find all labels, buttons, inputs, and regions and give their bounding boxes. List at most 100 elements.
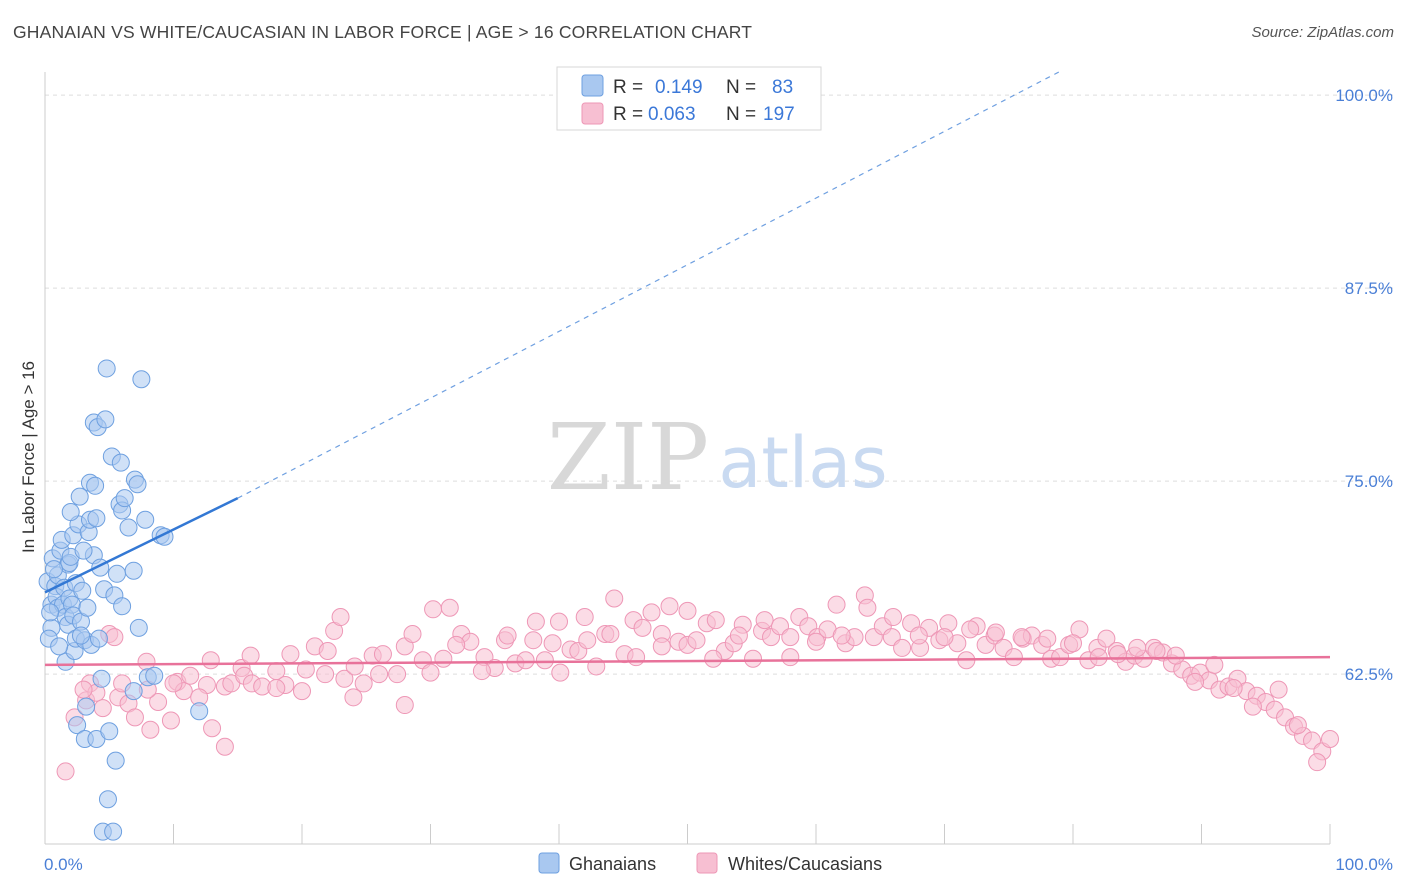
legend-r-value-ghanaians: 0.149 <box>655 77 703 98</box>
series-legend-swatch-ghanaians <box>538 852 560 874</box>
source-credit: Source: ZipAtlas.com <box>1251 24 1394 41</box>
whites-caucasians-point <box>1321 730 1339 749</box>
chart-title: GHANAIAN VS WHITE/CAUCASIAN IN LABOR FOR… <box>13 22 753 42</box>
legend-n-label-ghanaians: N = <box>726 77 756 98</box>
whites-caucasians-trend-line <box>44 655 1331 667</box>
whites-caucasians-point <box>344 688 363 707</box>
whites-caucasians-point <box>440 598 459 617</box>
ghanaians-point <box>70 487 89 506</box>
series-legend-label-whites: Whites/Caucasians <box>728 854 882 874</box>
watermark-zip: ZIP <box>547 404 709 511</box>
whites-caucasians-point <box>1243 697 1262 716</box>
whites-caucasians-point <box>678 601 697 620</box>
whites-caucasians-point <box>74 680 93 699</box>
y-tick-label: 87.5% <box>1345 279 1393 298</box>
whites-caucasians-point <box>281 645 300 664</box>
whites-caucasians-point <box>652 637 671 656</box>
whites-caucasians-point <box>601 625 620 644</box>
whites-caucasians-point <box>125 708 144 727</box>
whites-caucasians-point <box>642 603 661 622</box>
whites-caucasians-point <box>627 648 646 667</box>
whites-caucasians-point <box>1147 642 1166 660</box>
whites-caucasians-point <box>516 651 535 670</box>
y-tick-labels: 62.5% 75.0% 87.5% 100.0% <box>1335 86 1393 684</box>
whites-caucasians-point <box>1128 638 1147 657</box>
legend-swatch-ghanaians <box>581 74 604 97</box>
whites-caucasians-point <box>551 663 570 682</box>
watermark: ZIP atlas <box>547 404 888 511</box>
ghanaians-point <box>124 682 143 701</box>
ghanaians-trend-line <box>44 497 239 594</box>
ghanaians-point <box>98 790 117 809</box>
ghanaians-point <box>73 581 92 600</box>
whites-caucasians-point <box>550 612 568 631</box>
ghanaians-point <box>96 410 115 429</box>
ghanaians-point <box>115 489 134 508</box>
whites-caucasians-point <box>986 623 1005 642</box>
whites-caucasians-point <box>1051 648 1070 667</box>
ghanaians-point <box>97 359 116 378</box>
legend-swatch-whites <box>581 102 604 125</box>
ghanaians-point <box>78 598 97 617</box>
whites-caucasians-point <box>1097 629 1116 648</box>
whites-caucasians-point <box>370 665 389 684</box>
legend-n-label-whites: N = <box>726 104 756 125</box>
whites-caucasians-point <box>704 649 723 668</box>
whites-caucasians-point <box>909 626 928 645</box>
whites-caucasians-point <box>1308 753 1327 772</box>
ghanaians-point <box>136 510 155 529</box>
whites-caucasians-point <box>56 762 75 781</box>
whites-caucasians-point <box>318 642 337 660</box>
whites-caucasians-point <box>215 737 234 756</box>
whites-caucasians-point <box>961 620 980 639</box>
whites-caucasians-points <box>56 586 1339 781</box>
ghanaians-point <box>89 629 108 648</box>
whites-caucasians-point <box>605 589 624 608</box>
whites-caucasians-point <box>543 634 562 653</box>
whites-caucasians-point <box>755 611 774 630</box>
whites-caucasians-point <box>93 699 112 718</box>
ghanaians-point <box>119 518 138 537</box>
ghanaians-point <box>87 509 106 528</box>
ghanaians-point <box>128 475 147 494</box>
ghanaians-point <box>50 637 69 656</box>
whites-caucasians-point <box>388 665 407 684</box>
whites-caucasians-point <box>141 720 160 739</box>
whites-caucasians-point <box>858 598 877 617</box>
whites-caucasians-point <box>1288 716 1307 735</box>
trend-lines <box>44 71 1331 667</box>
ghanaians-points <box>38 359 209 841</box>
ghanaians-point <box>44 560 63 579</box>
whites-caucasians-point <box>1012 628 1031 647</box>
whites-caucasians-point <box>526 612 545 631</box>
ghanaians-point <box>104 822 123 841</box>
whites-caucasians-point <box>524 631 543 650</box>
whites-caucasians-point <box>781 648 800 667</box>
whites-caucasians-point <box>781 628 800 647</box>
y-tick-label: 100.0% <box>1335 86 1393 105</box>
ghanaians-point <box>124 561 143 580</box>
whites-caucasians-point <box>105 628 124 647</box>
whites-caucasians-point <box>296 660 315 679</box>
series-legend: Ghanaians Whites/Caucasians <box>538 852 882 874</box>
ghanaians-point <box>86 476 105 495</box>
legend-r-label-whites: R = <box>613 104 643 125</box>
whites-caucasians-point <box>424 600 443 619</box>
whites-caucasians-point <box>578 631 597 650</box>
whites-caucasians-point <box>181 666 200 685</box>
whites-caucasians-point <box>316 665 335 684</box>
ghanaians-point <box>61 503 80 522</box>
whites-caucasians-point <box>447 635 466 654</box>
y-axis-label: In Labor Force | Age > 16 <box>19 361 38 553</box>
whites-caucasians-point <box>403 625 422 644</box>
ghanaians-point <box>132 370 151 389</box>
legend-r-label-ghanaians: R = <box>613 77 643 98</box>
ghanaians-point <box>100 722 119 741</box>
legend-n-value-ghanaians: 83 <box>772 77 793 98</box>
whites-caucasians-point <box>1224 679 1243 698</box>
ghanaians-point <box>129 618 148 637</box>
whites-caucasians-point <box>161 711 180 730</box>
whites-caucasians-point <box>884 608 903 627</box>
whites-caucasians-point <box>293 682 311 701</box>
